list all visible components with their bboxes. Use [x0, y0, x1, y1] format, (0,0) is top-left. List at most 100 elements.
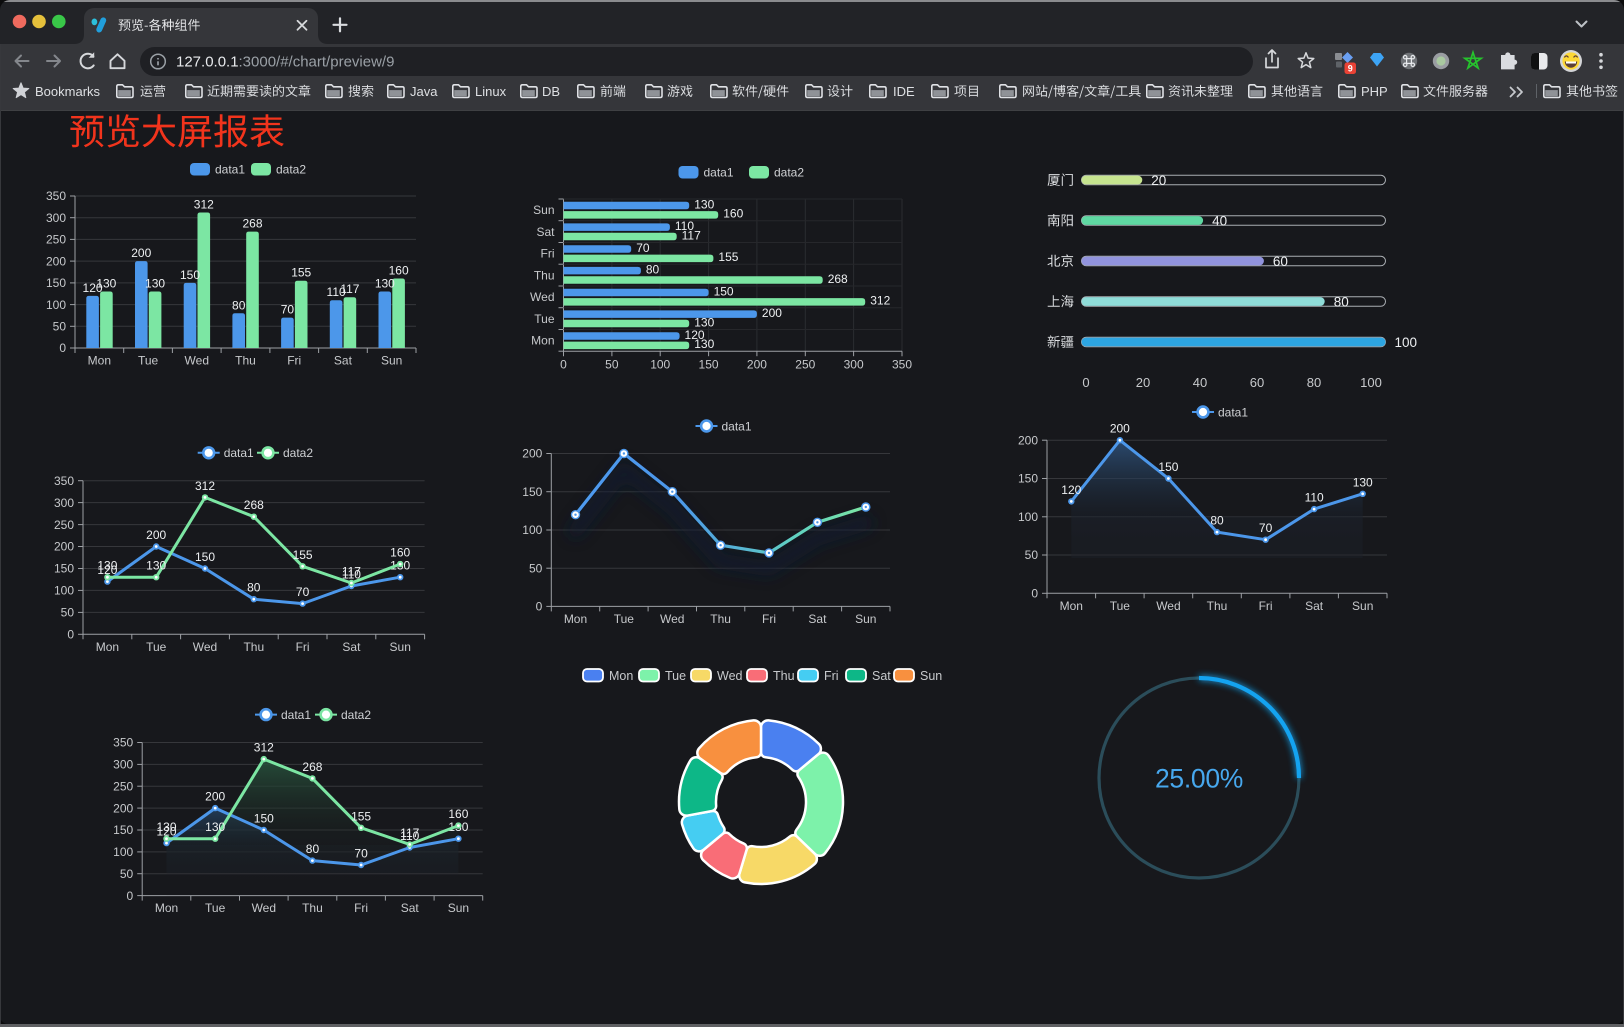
svg-text:Fri: Fri	[354, 901, 368, 915]
svg-text:80: 80	[247, 581, 261, 595]
svg-text:200: 200	[762, 306, 782, 320]
svg-text:Thu: Thu	[710, 612, 731, 626]
svg-text:Wed: Wed	[252, 901, 276, 915]
svg-text:160: 160	[389, 264, 409, 278]
svg-text:data2: data2	[341, 708, 371, 722]
svg-text:70: 70	[636, 241, 650, 255]
svg-text::3000/#/chart/preview/9: :3000/#/chart/preview/9	[239, 53, 395, 70]
svg-text:0: 0	[1031, 587, 1038, 601]
svg-text:130: 130	[1353, 475, 1373, 489]
svg-text:Sat: Sat	[401, 901, 420, 915]
svg-text:312: 312	[194, 198, 214, 212]
svg-text:312: 312	[870, 294, 890, 308]
svg-text:130: 130	[157, 820, 177, 834]
svg-text:Thu: Thu	[302, 901, 323, 915]
svg-text:100: 100	[522, 523, 542, 537]
svg-text:350: 350	[892, 358, 912, 372]
svg-text:Fri: Fri	[762, 612, 776, 626]
svg-text:100: 100	[650, 358, 670, 372]
svg-text:50: 50	[1025, 548, 1039, 562]
svg-text:80: 80	[232, 298, 246, 312]
svg-text:200: 200	[522, 447, 542, 461]
svg-text:200: 200	[46, 254, 66, 268]
svg-text:PHP: PHP	[1361, 84, 1388, 99]
svg-text:150: 150	[1018, 472, 1038, 486]
svg-text:150: 150	[54, 562, 74, 576]
svg-text:Mon: Mon	[155, 901, 178, 915]
svg-text:IDE: IDE	[893, 84, 915, 99]
svg-text:130: 130	[205, 820, 225, 834]
svg-text:Sat: Sat	[1305, 599, 1324, 613]
svg-text:Wed: Wed	[717, 669, 743, 683]
svg-text:200: 200	[146, 528, 166, 542]
svg-text:Mon: Mon	[88, 354, 111, 368]
svg-text:data1: data1	[1218, 405, 1248, 419]
svg-text:0: 0	[67, 628, 74, 642]
svg-text:data2: data2	[276, 163, 306, 177]
svg-text:300: 300	[113, 758, 133, 772]
svg-text:130: 130	[96, 277, 116, 291]
svg-text:80: 80	[1307, 375, 1321, 390]
svg-text:130: 130	[97, 559, 117, 573]
svg-text:Mon: Mon	[531, 334, 554, 348]
svg-text:Tue: Tue	[1110, 599, 1131, 613]
svg-text:Fri: Fri	[541, 247, 555, 261]
svg-text:117: 117	[340, 282, 359, 296]
svg-text:Mon: Mon	[564, 612, 587, 626]
svg-text:70: 70	[281, 303, 295, 317]
svg-text:268: 268	[828, 272, 848, 286]
svg-text:130: 130	[145, 277, 165, 291]
svg-text:350: 350	[54, 474, 74, 488]
svg-text:Fri: Fri	[296, 640, 310, 654]
svg-text:40: 40	[1193, 375, 1207, 390]
svg-text:Mon: Mon	[96, 640, 119, 654]
svg-text:50: 50	[529, 561, 543, 575]
svg-text:200: 200	[54, 540, 74, 554]
svg-text:0: 0	[560, 358, 567, 372]
svg-text:Fri: Fri	[1259, 599, 1273, 613]
svg-text:100: 100	[1395, 335, 1418, 350]
svg-text:110: 110	[342, 568, 361, 582]
svg-text:20: 20	[1136, 375, 1150, 390]
svg-text:250: 250	[54, 518, 74, 532]
svg-text:data2: data2	[283, 446, 313, 460]
svg-text:350: 350	[113, 736, 133, 750]
svg-text:data1: data1	[704, 166, 734, 180]
svg-text:100: 100	[1018, 510, 1038, 524]
svg-text:0: 0	[536, 600, 543, 614]
svg-text:Wed: Wed	[185, 354, 209, 368]
svg-text:Thu: Thu	[235, 354, 256, 368]
svg-text:200: 200	[205, 790, 225, 804]
svg-text:268: 268	[242, 217, 262, 231]
svg-text:100: 100	[1360, 375, 1382, 390]
svg-text:80: 80	[1334, 294, 1349, 309]
svg-text:250: 250	[46, 233, 66, 247]
svg-text:150: 150	[714, 284, 734, 298]
svg-text:Tue: Tue	[665, 669, 686, 683]
svg-text:300: 300	[844, 358, 864, 372]
svg-text:Sun: Sun	[390, 640, 411, 654]
svg-text:110: 110	[327, 285, 346, 299]
svg-text:50: 50	[120, 867, 134, 881]
svg-text:120: 120	[83, 281, 103, 295]
svg-text:Sun: Sun	[1352, 599, 1373, 613]
svg-text:150: 150	[180, 268, 200, 282]
svg-text:155: 155	[291, 266, 311, 280]
svg-text:Tue: Tue	[614, 612, 635, 626]
svg-text:200: 200	[1110, 422, 1130, 436]
svg-text:155: 155	[293, 548, 313, 562]
svg-text:Sun: Sun	[381, 354, 402, 368]
svg-text:Sat: Sat	[872, 669, 891, 683]
svg-text:Sat: Sat	[342, 640, 361, 654]
svg-text:110: 110	[675, 219, 694, 233]
svg-text:100: 100	[113, 845, 133, 859]
svg-text:70: 70	[354, 846, 368, 860]
svg-text:50: 50	[605, 358, 619, 372]
svg-text:Thu: Thu	[243, 640, 264, 654]
svg-text:120: 120	[157, 825, 177, 839]
svg-text:0: 0	[59, 341, 66, 355]
svg-text:80: 80	[646, 263, 660, 277]
svg-text:155: 155	[351, 809, 371, 823]
svg-text:0: 0	[1082, 375, 1089, 390]
svg-text:200: 200	[131, 246, 151, 260]
